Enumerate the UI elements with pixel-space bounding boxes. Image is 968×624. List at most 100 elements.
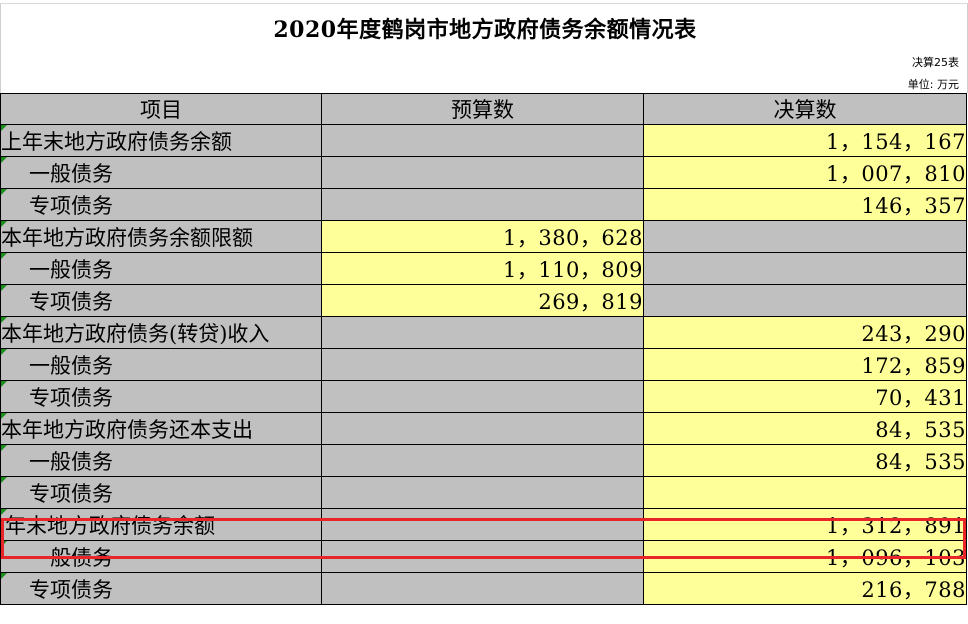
comment-marker-icon <box>1 157 7 163</box>
table-row: 上年末地方政府债务余额 1，154，167 <box>0 124 967 157</box>
budget-cell[interactable]: 1，380，628 <box>321 220 644 253</box>
row-label-cell[interactable]: 一般债务 <box>0 348 322 381</box>
row-label: 年末地方政府债务余额 <box>5 513 215 538</box>
final-cell[interactable] <box>643 284 967 317</box>
row-label: 专项债务 <box>29 193 113 218</box>
row-label-cell[interactable]: 本年地方政府债务余额限额 <box>0 220 322 253</box>
row-label: 专项债务 <box>29 289 113 314</box>
comment-marker-icon <box>1 445 7 451</box>
comment-marker-icon <box>1 317 7 323</box>
row-label-cell[interactable]: 年末地方政府债务余额 <box>0 508 322 541</box>
final-cell[interactable]: 84，535 <box>643 444 967 477</box>
final-cell[interactable] <box>643 220 967 253</box>
column-header-budget[interactable]: 预算数 <box>321 93 644 125</box>
row-label: 本年地方政府债务(转贷)收入 <box>1 321 270 346</box>
final-cell[interactable]: 1，312，891 <box>643 508 967 541</box>
table-row: 一般债务 1，096，103 <box>0 540 967 573</box>
budget-cell[interactable] <box>321 156 644 189</box>
debt-table: 项目 预算数 决算数 上年末地方政府债务余额 1，154，167 一般债务 1，… <box>0 93 967 605</box>
final-cell[interactable]: 172，859 <box>643 348 967 381</box>
comment-marker-icon <box>1 509 7 515</box>
comment-marker-icon <box>1 573 7 579</box>
row-label-cell[interactable]: 专项债务 <box>0 188 322 221</box>
unit-label[interactable]: 单位: 万元 <box>907 78 959 91</box>
table-row: 专项债务 216，788 <box>0 572 967 605</box>
table-row: 一般债务 1，110，809 <box>0 252 967 285</box>
budget-cell[interactable] <box>321 572 644 605</box>
row-label-cell[interactable]: 一般债务 <box>0 444 322 477</box>
comment-marker-icon <box>1 189 7 195</box>
table-row: 专项债务 269，819 <box>0 284 967 317</box>
comment-marker-icon <box>1 125 7 131</box>
row-label-cell[interactable]: 本年地方政府债务还本支出 <box>0 412 322 445</box>
row-label: 专项债务 <box>29 577 113 602</box>
budget-cell[interactable] <box>321 380 644 413</box>
comment-marker-icon <box>1 285 7 291</box>
final-cell[interactable] <box>643 252 967 285</box>
table-row: 专项债务 <box>0 476 967 509</box>
comment-marker-icon <box>1 413 7 419</box>
report-header: 2020年度鹤岗市地方政府债务余额情况表 决算25表 单位: 万元 <box>0 4 968 93</box>
table-row: 本年地方政府债务余额限额 1，380，628 <box>0 220 967 253</box>
final-cell[interactable]: 70，431 <box>643 380 967 413</box>
budget-cell[interactable] <box>321 540 644 573</box>
row-label: 一般债务 <box>29 449 113 474</box>
table-row: 本年地方政府债务还本支出 84，535 <box>0 412 967 445</box>
budget-cell[interactable]: 1，110，809 <box>321 252 644 285</box>
comment-marker-icon <box>1 253 7 259</box>
budget-cell[interactable]: 269，819 <box>321 284 644 317</box>
table-row: 一般债务 172，859 <box>0 348 967 381</box>
budget-cell[interactable] <box>321 316 644 349</box>
column-header-final[interactable]: 决算数 <box>643 93 967 125</box>
budget-cell[interactable] <box>321 124 644 157</box>
budget-cell[interactable] <box>321 476 644 509</box>
table-row: 专项债务 70，431 <box>0 380 967 413</box>
row-label: 上年末地方政府债务余额 <box>1 129 233 154</box>
table-row: 专项债务 146，357 <box>0 188 967 221</box>
final-cell[interactable]: 1，007，810 <box>643 156 967 189</box>
row-label-cell[interactable]: 专项债务 <box>0 476 322 509</box>
final-cell[interactable]: 1，154，167 <box>643 124 967 157</box>
final-cell[interactable]: 146，357 <box>643 188 967 221</box>
final-cell[interactable]: 216，788 <box>643 572 967 605</box>
budget-cell[interactable] <box>321 444 644 477</box>
column-header-item[interactable]: 项目 <box>0 93 322 125</box>
top-row-strip <box>0 0 968 4</box>
comment-marker-icon <box>1 381 7 387</box>
comment-marker-icon <box>1 477 7 483</box>
row-label-cell[interactable]: 专项债务 <box>0 380 322 413</box>
row-label: 一般债务 <box>29 353 113 378</box>
row-label: 一般债务 <box>29 545 113 570</box>
row-label-cell[interactable]: 上年末地方政府债务余额 <box>0 124 322 157</box>
final-cell[interactable]: 1，096，103 <box>643 540 967 573</box>
row-label: 专项债务 <box>29 385 113 410</box>
row-label: 专项债务 <box>29 481 113 506</box>
row-label-cell[interactable]: 专项债务 <box>0 572 322 605</box>
row-label-cell[interactable]: 本年地方政府债务(转贷)收入 <box>0 316 322 349</box>
row-label-cell[interactable]: 专项债务 <box>0 284 322 317</box>
table-row: 本年地方政府债务(转贷)收入 243，290 <box>0 316 967 349</box>
row-label: 一般债务 <box>29 257 113 282</box>
final-cell[interactable] <box>643 476 967 509</box>
row-label: 一般债务 <box>29 161 113 186</box>
comment-marker-icon <box>1 221 7 227</box>
budget-cell[interactable] <box>321 508 644 541</box>
row-label-cell[interactable]: 一般债务 <box>0 156 322 189</box>
final-cell[interactable]: 84，535 <box>643 412 967 445</box>
final-cell[interactable]: 243，290 <box>643 316 967 349</box>
header-row: 项目 预算数 决算数 <box>0 93 967 125</box>
budget-cell[interactable] <box>321 348 644 381</box>
budget-cell[interactable] <box>321 412 644 445</box>
form-number[interactable]: 决算25表 <box>912 56 959 69</box>
row-label-cell[interactable]: 一般债务 <box>0 252 322 285</box>
table-row-highlighted: 年末地方政府债务余额 1，312，891 <box>0 508 967 541</box>
report-title[interactable]: 2020年度鹤岗市地方政府债务余额情况表 <box>273 17 697 43</box>
comment-marker-icon <box>1 349 7 355</box>
row-label: 本年地方政府债务还本支出 <box>1 417 254 442</box>
table-row: 一般债务 1，007，810 <box>0 156 967 189</box>
budget-cell[interactable] <box>321 188 644 221</box>
comment-marker-icon <box>1 541 7 547</box>
table-row: 一般债务 84，535 <box>0 444 967 477</box>
row-label-cell[interactable]: 一般债务 <box>0 540 322 573</box>
